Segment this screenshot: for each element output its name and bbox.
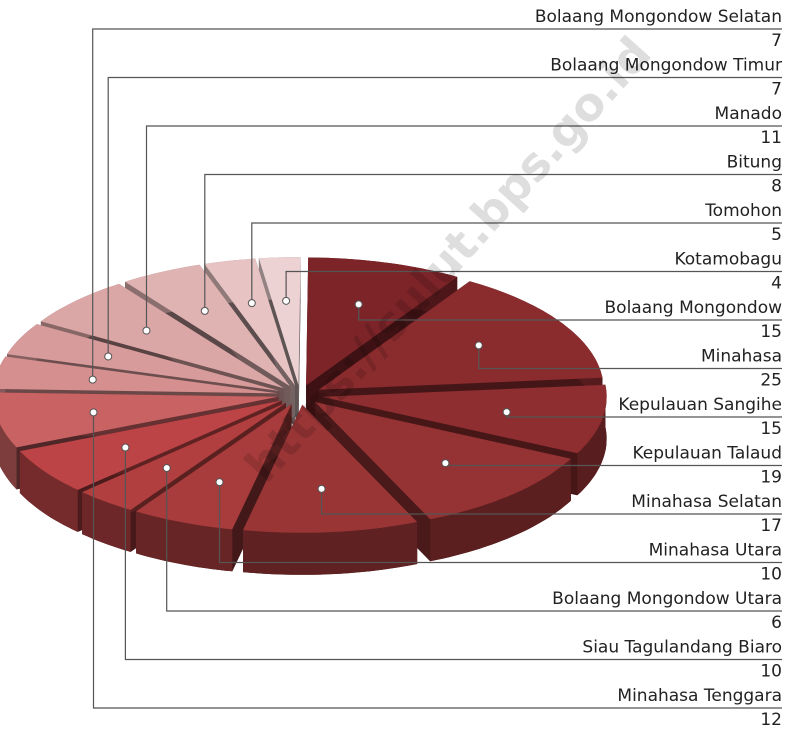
leader-dot (354, 300, 363, 309)
leader-dot (282, 296, 291, 305)
leader-dot (89, 408, 98, 417)
category-label: Bolaang Mongondow Selatan (535, 7, 782, 27)
slice-side (430, 458, 571, 562)
slice (0, 356, 279, 394)
leader-line (478, 345, 782, 370)
category-label: Minahasa Tenggara (617, 686, 782, 706)
value-label: 10 (760, 565, 782, 585)
leader-dot (200, 306, 209, 315)
slice (40, 283, 284, 389)
value-label: 15 (760, 419, 782, 439)
category-label: Bolaang Mongondow Utara (552, 589, 782, 609)
slice (136, 404, 292, 530)
slice (19, 400, 282, 490)
leader-dot (215, 478, 224, 487)
labels: Bolaang Mongondow Selatan 7 Bolaang Mongon… (88, 7, 783, 730)
leader-dot (474, 341, 483, 350)
slice (204, 258, 295, 386)
category-label: Kotamobagu (674, 250, 782, 270)
value-label: 12 (760, 710, 782, 730)
value-label: 7 (771, 31, 782, 51)
slice-side (577, 384, 607, 496)
slice (306, 257, 458, 386)
slice (82, 402, 286, 510)
leader-line (166, 468, 782, 612)
leader-dot (317, 484, 326, 493)
leader-line (204, 173, 782, 311)
category-label: Bitung (727, 153, 782, 173)
category-label: Minahasa Utara (649, 541, 782, 561)
value-label: 4 (771, 274, 782, 294)
value-label: 11 (760, 128, 782, 148)
value-label: 7 (771, 80, 782, 100)
leader-line (92, 412, 782, 709)
leader-line (124, 447, 782, 661)
slice (243, 404, 418, 533)
slice (125, 264, 290, 387)
value-label: 8 (771, 177, 782, 197)
category-label: Kepulauan Sangihe (618, 395, 782, 415)
leader-line (92, 28, 782, 380)
category-label: Minahasa (701, 347, 782, 367)
leader-dot (104, 352, 113, 361)
leader-dot (142, 326, 151, 335)
category-label: Bolaang Mongondow Timur (550, 56, 782, 76)
value-label: 5 (771, 225, 782, 245)
leader-line (251, 222, 782, 304)
leader-dot (247, 299, 256, 308)
leader-dot (441, 459, 450, 468)
value-label: 6 (771, 613, 782, 633)
leader-line (218, 482, 782, 564)
leader-line (145, 125, 782, 331)
value-label: 25 (760, 371, 782, 391)
value-label: 17 (760, 516, 782, 536)
slice-side (136, 511, 233, 572)
category-label: Kepulauan Talaud (632, 444, 782, 464)
slice (318, 281, 603, 390)
slice-side (243, 522, 418, 575)
leader-dot (162, 463, 171, 472)
category-label: Tomohon (704, 201, 782, 221)
leader-line (321, 488, 782, 515)
slice-side (0, 424, 17, 490)
slice-wall (298, 257, 301, 428)
leader-dot (121, 443, 130, 452)
leader-dot (88, 375, 97, 384)
slice (258, 257, 301, 386)
value-label: 10 (760, 662, 782, 682)
category-label: Siau Tagulandang Biaro (582, 638, 782, 658)
leader-line (285, 270, 782, 301)
category-label: Minahasa Selatan (631, 492, 782, 512)
value-label: 15 (760, 322, 782, 342)
category-label: Bolaang Mongondow (605, 298, 783, 318)
pie (0, 257, 607, 575)
slice (0, 392, 279, 448)
leader-dot (502, 408, 511, 417)
leader-line (107, 76, 782, 357)
slice-side (19, 451, 78, 532)
category-label: Manado (715, 104, 782, 124)
slice-side (82, 492, 131, 552)
leader-line (358, 304, 782, 321)
value-label: 19 (760, 468, 782, 488)
slice (321, 384, 607, 454)
slice (7, 324, 280, 391)
